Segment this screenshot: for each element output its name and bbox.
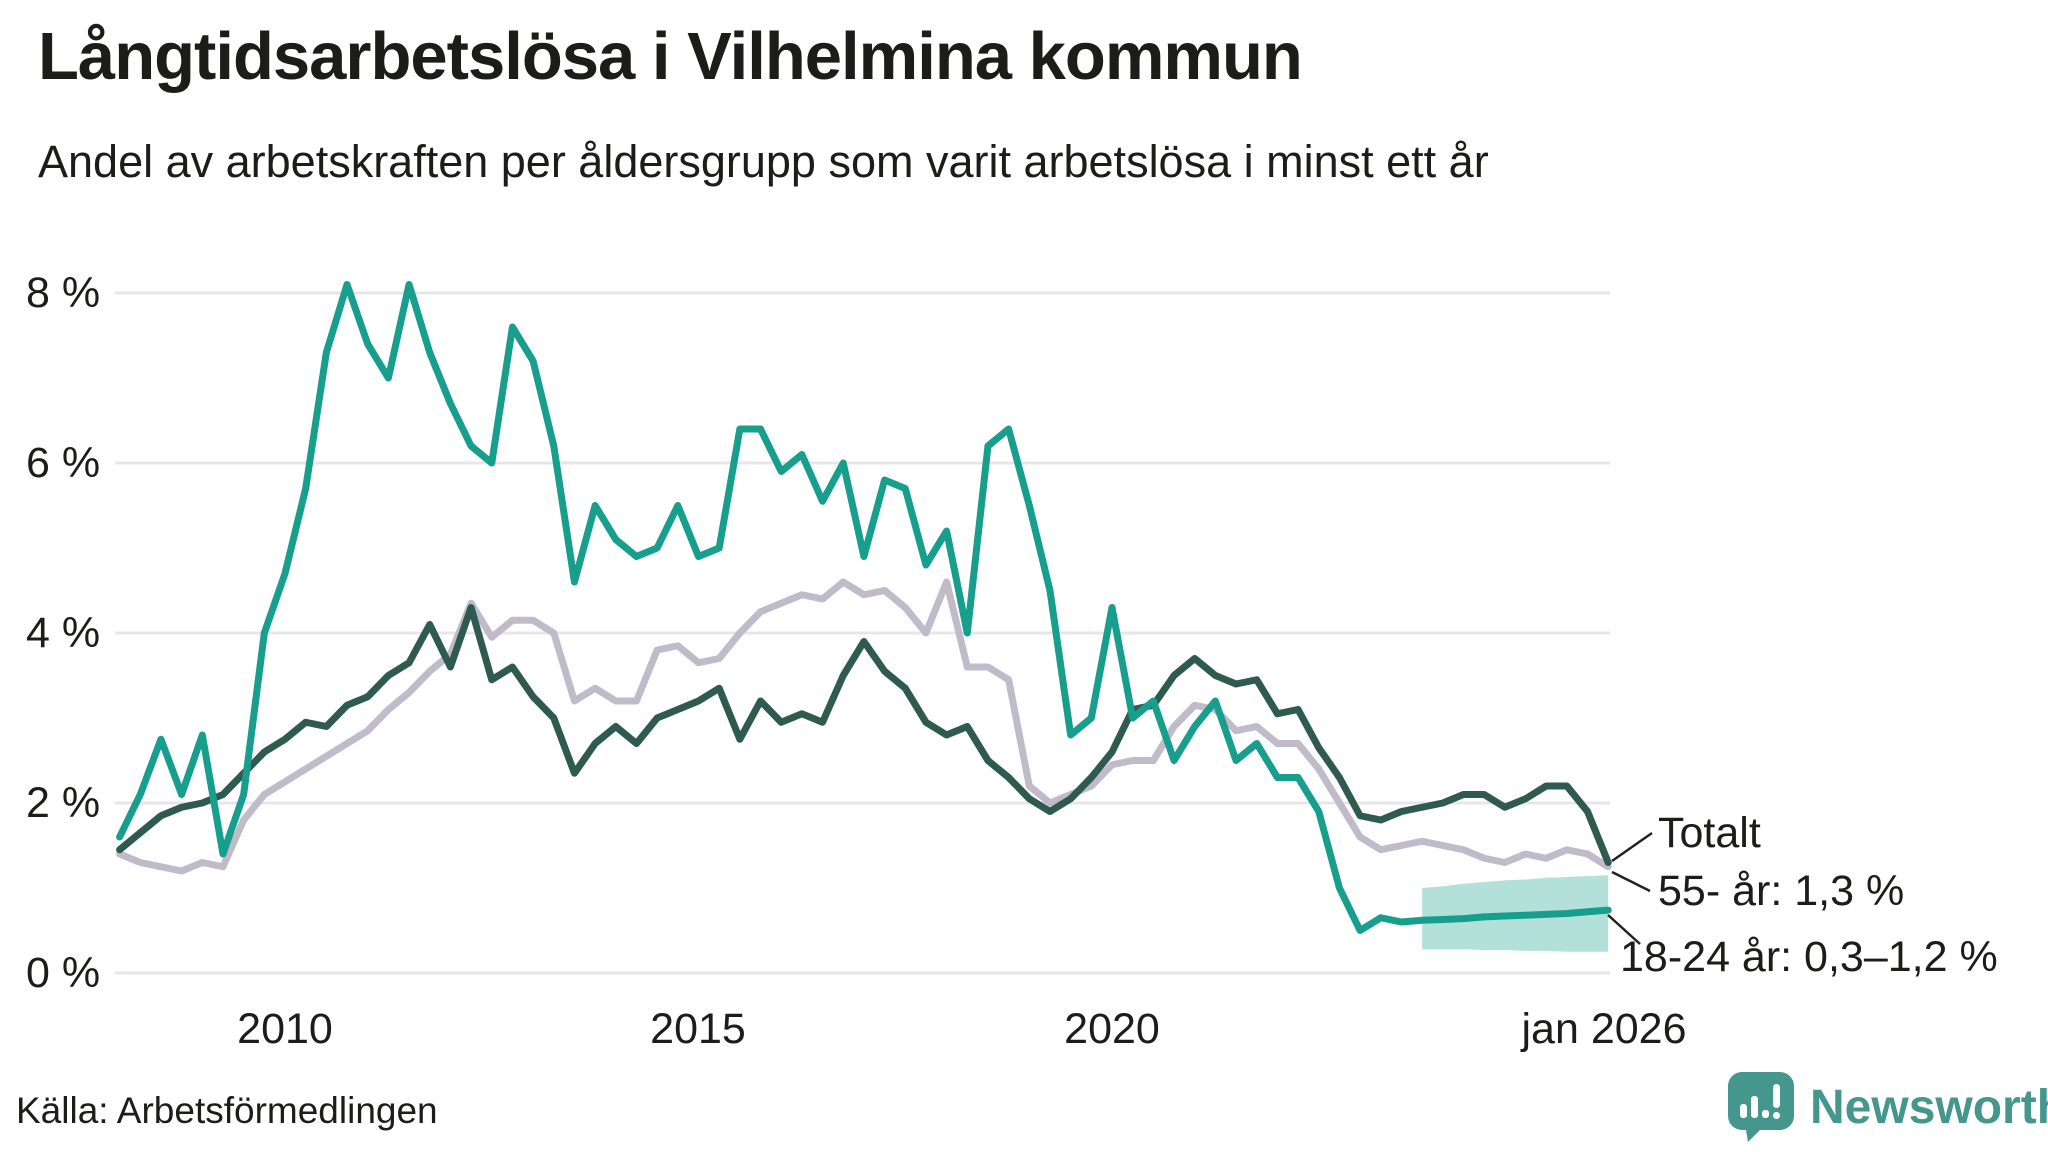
y-tick-label: 0 %	[26, 949, 101, 997]
x-tick-label: 2010	[237, 1005, 333, 1053]
logo-bar-2	[1751, 1096, 1758, 1118]
leader-55	[1611, 870, 1651, 893]
logo-exclamation-dot	[1773, 1112, 1780, 1119]
annotation-leader-lines	[1607, 831, 1653, 945]
logo-exclamation-bar	[1773, 1084, 1780, 1108]
leader-totalt	[1611, 831, 1653, 863]
gridlines	[115, 291, 1610, 975]
series-line-55--år	[116, 578, 1612, 875]
series-lines	[116, 281, 1612, 934]
annotation-55-ar: 55- år: 1,3 %	[1658, 867, 1905, 915]
y-tick-label: 4 %	[26, 609, 101, 657]
newsworthy-logo-icon	[1728, 1072, 1794, 1142]
x-tick-label: 2020	[1064, 1005, 1160, 1053]
y-tick-label: 2 %	[26, 779, 101, 827]
x-tick-label: 2015	[650, 1005, 746, 1053]
logo-bubble	[1728, 1072, 1794, 1142]
page-title: Långtidsarbetslösa i Vilhelmina kommun	[38, 19, 1303, 94]
annotation-18-24-ar: 18-24 år: 0,3–1,2 %	[1620, 933, 1998, 981]
page-subtitle: Andel av arbetskraften per åldersgrupp s…	[38, 136, 1489, 187]
series-line-18-24-år	[116, 281, 1612, 934]
logo-bar-3	[1762, 1110, 1769, 1118]
y-tick-label: 6 %	[26, 439, 101, 487]
newsworthy-wordmark: Newsworthy	[1810, 1080, 2048, 1134]
logo-bar-1	[1740, 1104, 1747, 1118]
series-line-Totalt	[116, 604, 1612, 866]
y-tick-label: 8 %	[26, 269, 101, 317]
x-tick-label: jan 2026	[1521, 1005, 1687, 1053]
leader-18-24	[1607, 914, 1641, 945]
source-note: Källa: Arbetsförmedlingen	[16, 1090, 438, 1131]
newsworthy-logo: Newsworthy	[1726, 1070, 2048, 1144]
annotation-totalt: Totalt	[1658, 809, 1761, 857]
